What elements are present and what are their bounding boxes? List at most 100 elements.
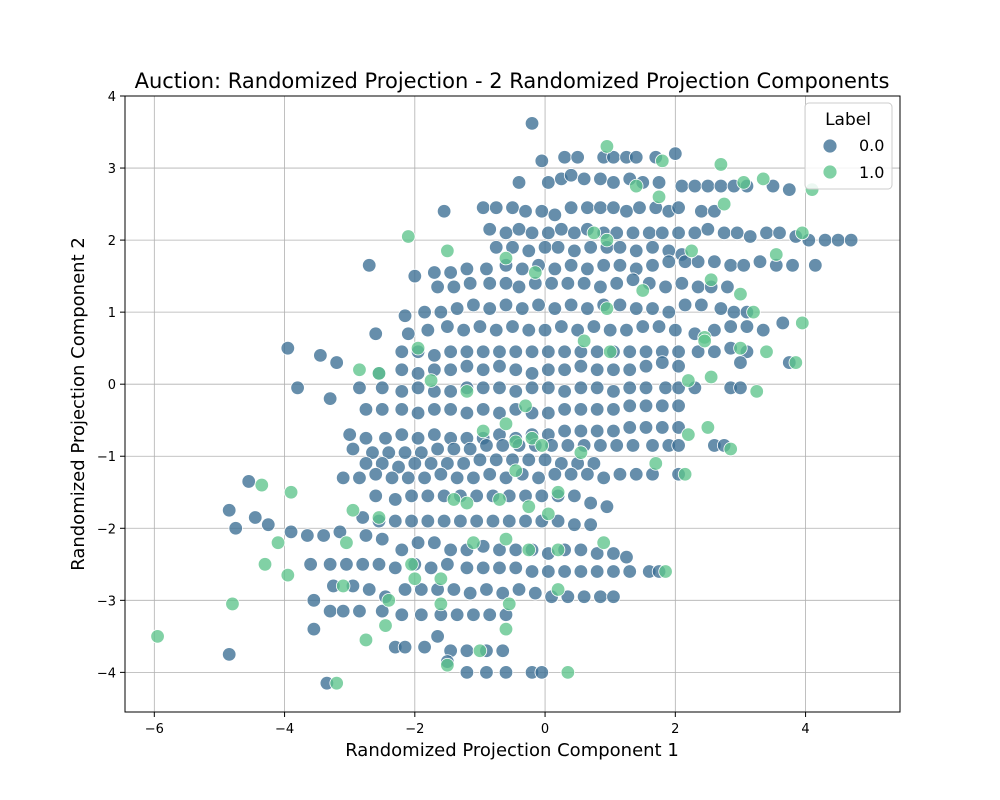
data-point xyxy=(528,265,543,280)
data-point xyxy=(462,276,478,291)
legend-label-0: 0.0 xyxy=(859,136,884,155)
data-point xyxy=(443,362,458,377)
data-point xyxy=(381,593,396,608)
data-point xyxy=(228,521,243,536)
data-point xyxy=(332,524,348,540)
data-point xyxy=(417,639,432,655)
data-point xyxy=(257,557,273,572)
data-point xyxy=(475,344,491,359)
data-point xyxy=(352,470,367,486)
data-point xyxy=(430,441,445,457)
data-point xyxy=(550,240,566,255)
data-point xyxy=(222,503,237,518)
data-point xyxy=(502,596,517,612)
data-point xyxy=(573,380,589,395)
data-point xyxy=(808,258,823,273)
x-tick-label: 0 xyxy=(541,722,549,737)
data-point xyxy=(459,384,475,399)
data-point xyxy=(606,362,621,377)
legend: Label 0.0 1.0 xyxy=(804,102,893,190)
data-point xyxy=(306,593,322,608)
data-point xyxy=(563,200,579,215)
data-point xyxy=(713,301,729,316)
data-point xyxy=(563,467,579,482)
legend-title: Label xyxy=(825,110,871,130)
data-point xyxy=(573,358,589,374)
data-point xyxy=(723,319,738,334)
data-point xyxy=(619,549,634,565)
data-point xyxy=(583,495,598,511)
data-point xyxy=(661,304,677,320)
data-point xyxy=(420,322,436,338)
data-point xyxy=(430,629,445,644)
data-point xyxy=(482,607,497,622)
data-point xyxy=(410,366,426,381)
data-point xyxy=(589,362,605,377)
data-point xyxy=(433,596,449,612)
data-point xyxy=(446,492,462,507)
data-point xyxy=(651,189,667,205)
data-point xyxy=(550,485,566,500)
data-point xyxy=(401,470,416,486)
data-point xyxy=(433,571,449,586)
data-point xyxy=(521,452,536,468)
data-point xyxy=(505,240,520,255)
data-point xyxy=(589,423,605,439)
data-point xyxy=(541,175,556,190)
data-point xyxy=(449,607,465,622)
data-point xyxy=(645,438,660,453)
data-point xyxy=(479,582,494,597)
data-point xyxy=(443,384,458,399)
data-point xyxy=(707,344,722,359)
data-point xyxy=(622,362,637,377)
data-point xyxy=(606,546,621,561)
data-point xyxy=(440,557,455,572)
data-point xyxy=(593,589,608,604)
data-point xyxy=(687,178,703,194)
data-point xyxy=(270,535,286,550)
data-point xyxy=(322,603,338,619)
data-point xyxy=(557,564,572,579)
data-point xyxy=(638,344,654,359)
data-point xyxy=(602,344,618,359)
data-point xyxy=(248,510,263,525)
data-point xyxy=(482,301,497,316)
data-point xyxy=(404,557,419,572)
data-point xyxy=(586,319,602,334)
data-point xyxy=(576,171,592,187)
data-point xyxy=(303,557,318,572)
data-point xyxy=(560,665,576,680)
data-point xyxy=(498,276,514,291)
data-point xyxy=(733,355,748,370)
data-point xyxy=(511,175,527,190)
data-point xyxy=(651,175,667,190)
data-point xyxy=(622,564,637,579)
data-point xyxy=(677,297,693,313)
data-point xyxy=(440,456,455,471)
data-point xyxy=(700,420,716,435)
data-point xyxy=(482,467,497,482)
data-point xyxy=(345,441,361,457)
data-point xyxy=(651,319,667,334)
data-point xyxy=(254,477,269,493)
data-point xyxy=(466,607,481,622)
data-point xyxy=(495,585,510,601)
data-point xyxy=(723,258,738,273)
data-point xyxy=(612,297,628,313)
data-point xyxy=(475,380,491,395)
x-axis-title: Randomized Projection Component 1 xyxy=(345,740,679,761)
data-point xyxy=(401,229,416,244)
data-point xyxy=(401,326,416,341)
data-point xyxy=(371,366,387,381)
data-point xyxy=(541,380,556,395)
data-point xyxy=(606,423,621,439)
data-point xyxy=(671,398,686,414)
data-point xyxy=(489,240,504,255)
data-point xyxy=(700,178,716,194)
data-point xyxy=(420,513,436,529)
data-point xyxy=(612,258,628,273)
data-point xyxy=(557,150,572,165)
y-tick-label: −4 xyxy=(97,666,116,681)
data-point xyxy=(707,254,722,269)
data-point xyxy=(560,589,576,604)
